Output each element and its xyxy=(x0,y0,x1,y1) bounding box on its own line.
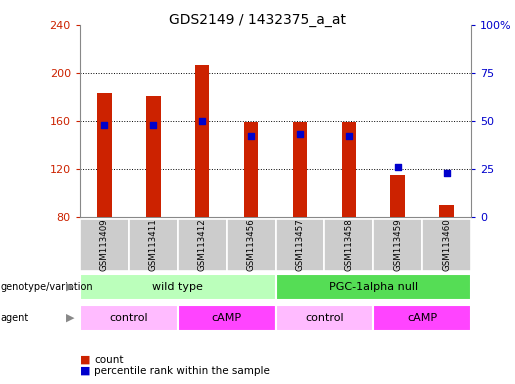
Bar xyxy=(129,219,178,271)
Text: wild type: wild type xyxy=(152,282,203,292)
Text: GSM113411: GSM113411 xyxy=(149,218,158,271)
Bar xyxy=(373,219,422,271)
Text: percentile rank within the sample: percentile rank within the sample xyxy=(94,366,270,376)
Bar xyxy=(195,65,210,217)
Text: PGC-1alpha null: PGC-1alpha null xyxy=(329,282,418,292)
Text: GSM113456: GSM113456 xyxy=(247,218,255,271)
Bar xyxy=(422,219,471,271)
Text: GSM113412: GSM113412 xyxy=(198,218,207,271)
Bar xyxy=(373,305,471,331)
Point xyxy=(100,122,109,128)
Bar xyxy=(341,122,356,217)
Bar xyxy=(80,219,129,271)
Point xyxy=(394,164,402,170)
Bar xyxy=(276,219,324,271)
Text: ■: ■ xyxy=(80,366,90,376)
Bar xyxy=(146,96,161,217)
Bar xyxy=(80,305,178,331)
Text: agent: agent xyxy=(1,313,29,323)
Text: control: control xyxy=(305,313,344,323)
Point xyxy=(149,122,158,128)
Bar xyxy=(276,305,373,331)
Bar xyxy=(227,219,276,271)
Bar xyxy=(80,274,276,300)
Text: count: count xyxy=(94,355,124,365)
Text: ■: ■ xyxy=(80,355,90,365)
Text: control: control xyxy=(109,313,148,323)
Point xyxy=(247,133,255,139)
Bar xyxy=(390,175,405,217)
Point xyxy=(198,118,206,124)
Text: GSM113458: GSM113458 xyxy=(345,218,353,271)
Point xyxy=(345,133,353,139)
Text: GSM113457: GSM113457 xyxy=(296,218,304,271)
Bar xyxy=(293,122,307,217)
Bar xyxy=(439,205,454,217)
Bar xyxy=(276,274,471,300)
Text: GDS2149 / 1432375_a_at: GDS2149 / 1432375_a_at xyxy=(169,13,346,27)
Text: GSM113409: GSM113409 xyxy=(100,218,109,271)
Text: GSM113460: GSM113460 xyxy=(442,218,451,271)
Point xyxy=(443,170,451,176)
Text: ▶: ▶ xyxy=(66,313,75,323)
Text: GSM113459: GSM113459 xyxy=(393,218,402,271)
Bar xyxy=(178,219,227,271)
Text: genotype/variation: genotype/variation xyxy=(1,282,93,292)
Text: ▶: ▶ xyxy=(66,282,75,292)
Bar xyxy=(324,219,373,271)
Bar xyxy=(97,93,112,217)
Text: cAMP: cAMP xyxy=(407,313,437,323)
Point xyxy=(296,131,304,137)
Text: cAMP: cAMP xyxy=(212,313,242,323)
Bar xyxy=(178,305,276,331)
Bar xyxy=(244,122,259,217)
